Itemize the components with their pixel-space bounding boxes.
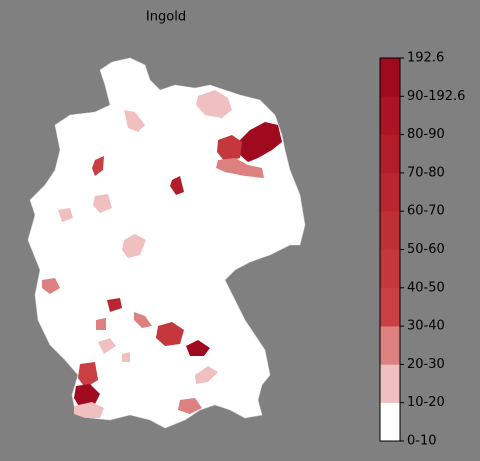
colorbar-label: 20-30 [407,357,445,372]
map-title: Ingold [146,10,186,25]
colorbar-label: 192.6 [407,51,444,66]
region [98,338,116,354]
colorbar-segment [380,287,400,327]
region [238,122,282,162]
region [178,398,202,414]
colorbar-segment [380,58,400,97]
region [134,312,152,328]
colorbar-label: 90-192.6 [407,89,465,104]
colorbar-segment [380,364,400,403]
region [124,110,145,132]
colorbar-label: 70-80 [407,165,445,180]
region [156,322,184,346]
colorbar-label: 10-20 [407,395,445,410]
colorbar-segment [380,402,400,442]
colorbar-segment [380,249,400,289]
colorbar-segment [380,172,400,212]
colorbar-segment [380,326,400,365]
region [122,352,130,362]
region [96,318,106,330]
region [78,362,98,388]
region [42,278,60,294]
colorbar-label: 40-50 [407,280,445,295]
region [195,366,218,384]
region [74,384,100,408]
region [107,298,122,312]
colorbar-segment [380,211,400,250]
colorbar-label: 80-90 [407,127,445,142]
region [186,340,210,356]
region [93,194,112,213]
colorbar: 0-10 10-20 20-30 30-40 40-50 50-60 60-70 70-80 8… [379,51,465,449]
region [170,176,184,195]
region [217,135,242,162]
region [92,156,104,176]
colorbar-segment [380,134,400,174]
germany-map [27,57,306,429]
colorbar-label: 0-10 [407,434,437,449]
region [122,234,146,258]
colorbar-label: 50-60 [407,242,445,257]
region [216,158,264,178]
region [58,208,73,222]
colorbar-label: 30-40 [407,319,445,334]
region [74,402,104,418]
colorbar-segment [380,96,400,135]
colorbar-label: 60-70 [407,204,445,219]
region [196,90,232,118]
